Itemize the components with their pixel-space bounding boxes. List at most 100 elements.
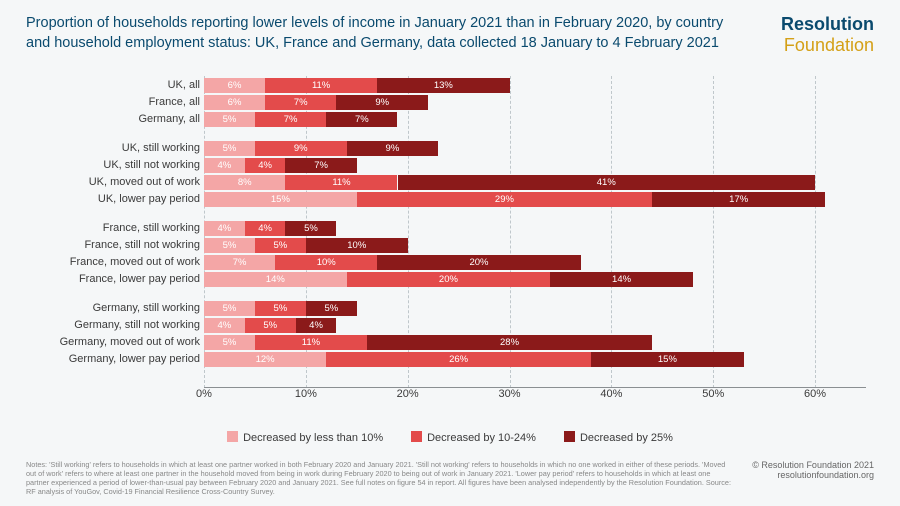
bar-segment: 7% bbox=[285, 158, 356, 173]
bar-row: Germany, moved out of work5%11%28% bbox=[26, 335, 866, 350]
bar-row: France, still working 4%4%5% bbox=[26, 221, 866, 236]
logo-line1: Resolution bbox=[781, 14, 874, 35]
bar-zone: 5%7%7% bbox=[204, 112, 866, 127]
bar-segment: 41% bbox=[398, 175, 816, 190]
header: Proportion of households reporting lower… bbox=[0, 0, 900, 64]
bar-segment: 14% bbox=[550, 272, 693, 287]
bar-segment: 7% bbox=[255, 112, 326, 127]
x-tick: 10% bbox=[295, 388, 317, 400]
legend: Decreased by less than 10% Decreased by 1… bbox=[0, 431, 900, 444]
bar-segment: 5% bbox=[204, 112, 255, 127]
bar-segment: 9% bbox=[255, 141, 347, 156]
bar-row: UK, all 6%11%13% bbox=[26, 78, 866, 93]
bar-segment: 13% bbox=[377, 78, 509, 93]
x-tick: 20% bbox=[397, 388, 419, 400]
legend-label: Decreased by 10-24% bbox=[427, 432, 536, 444]
bar-zone: 15%29%17% bbox=[204, 192, 866, 207]
bar-segment: 7% bbox=[265, 95, 336, 110]
bar-zone: 4%4%5% bbox=[204, 221, 866, 236]
bar-segment: 12% bbox=[204, 352, 326, 367]
bar-row: Germany, lower pay period12%26%15% bbox=[26, 352, 866, 367]
bar-segment: 9% bbox=[347, 141, 439, 156]
bar-zone: 4%5%4% bbox=[204, 318, 866, 333]
legend-label: Decreased by 25% bbox=[580, 432, 673, 444]
bar-zone: 4%4%7% bbox=[204, 158, 866, 173]
row-label: Germany, moved out of work bbox=[26, 335, 200, 350]
x-tick: 40% bbox=[600, 388, 622, 400]
chart-area: UK, all6%11%13%France, all6%7%9%Germany,… bbox=[26, 76, 874, 416]
footnotes: Notes: 'Still working' refers to househo… bbox=[26, 460, 732, 496]
bar-segment: 5% bbox=[204, 238, 255, 253]
bar-segment: 7% bbox=[204, 255, 275, 270]
x-tick: 60% bbox=[804, 388, 826, 400]
bar-row: UK, moved out of work 8%11%41% bbox=[26, 175, 866, 190]
bar-segment: 5% bbox=[204, 335, 255, 350]
row-label: Germany, all bbox=[26, 112, 200, 127]
copyright: © Resolution Foundation 2021 resolutionf… bbox=[752, 460, 874, 496]
bar-row: Germany, still not working4%5%4% bbox=[26, 318, 866, 333]
bar-segment: 6% bbox=[204, 95, 265, 110]
x-tick: 30% bbox=[499, 388, 521, 400]
row-label: France, still not wokring bbox=[26, 238, 200, 253]
legend-swatch bbox=[227, 431, 238, 442]
legend-label: Decreased by less than 10% bbox=[243, 432, 383, 444]
bar-segment: 15% bbox=[204, 192, 357, 207]
bar-zone: 5%9%9% bbox=[204, 141, 866, 156]
legend-item: Decreased by 10-24% bbox=[411, 431, 536, 444]
row-label: UK, all bbox=[26, 78, 200, 93]
bar-segment: 5% bbox=[204, 301, 255, 316]
bar-segment: 4% bbox=[245, 221, 286, 236]
bar-row: France, lower pay period 14%20%14% bbox=[26, 272, 866, 287]
row-label: France, lower pay period bbox=[26, 272, 200, 287]
bar-segment: 4% bbox=[245, 158, 286, 173]
footer: Notes: 'Still working' refers to househo… bbox=[26, 460, 874, 496]
logo-line2: Foundation bbox=[781, 35, 874, 56]
row-label: UK, still working bbox=[26, 141, 200, 156]
bar-segment: 26% bbox=[326, 352, 591, 367]
copyright-line2: resolutionfoundation.org bbox=[752, 470, 874, 480]
bar-segment: 10% bbox=[306, 238, 408, 253]
bar-segment: 5% bbox=[245, 318, 296, 333]
bar-segment: 6% bbox=[204, 78, 265, 93]
bar-zone: 6%7%9% bbox=[204, 95, 866, 110]
chart-title: Proportion of households reporting lower… bbox=[26, 14, 781, 56]
row-label: UK, moved out of work bbox=[26, 175, 200, 190]
legend-item: Decreased by less than 10% bbox=[227, 431, 383, 444]
bar-segment: 20% bbox=[377, 255, 581, 270]
bar-segment: 7% bbox=[326, 112, 397, 127]
bar-segment: 5% bbox=[255, 238, 306, 253]
bar-segment: 14% bbox=[204, 272, 347, 287]
row-label: France, moved out of work bbox=[26, 255, 200, 270]
bar-segment: 11% bbox=[265, 78, 377, 93]
bar-segment: 9% bbox=[336, 95, 428, 110]
bar-rows: UK, all6%11%13%France, all6%7%9%Germany,… bbox=[26, 76, 866, 388]
bar-segment: 8% bbox=[204, 175, 285, 190]
bar-zone: 5%5%10% bbox=[204, 238, 866, 253]
bar-row: Germany, all5%7%7% bbox=[26, 112, 866, 127]
bar-segment: 5% bbox=[204, 141, 255, 156]
bar-row: UK, still working5%9%9% bbox=[26, 141, 866, 156]
bar-row: Germany, still working5%5%5% bbox=[26, 301, 866, 316]
row-label: Germany, still working bbox=[26, 301, 200, 316]
row-label: France, all bbox=[26, 95, 200, 110]
x-tick: 50% bbox=[702, 388, 724, 400]
bar-zone: 7%10%20% bbox=[204, 255, 866, 270]
bar-segment: 28% bbox=[367, 335, 652, 350]
bar-segment: 5% bbox=[306, 301, 357, 316]
bar-row: UK, still not working 4%4%7% bbox=[26, 158, 866, 173]
row-label: UK, still not working bbox=[26, 158, 200, 173]
bar-row: France, moved out of work 7%10%20% bbox=[26, 255, 866, 270]
legend-swatch bbox=[411, 431, 422, 442]
bar-row: France, all 6%7%9% bbox=[26, 95, 866, 110]
copyright-line1: © Resolution Foundation 2021 bbox=[752, 460, 874, 470]
x-axis: 0%10%20%30%40%50%60% bbox=[204, 388, 866, 406]
x-tick: 0% bbox=[196, 388, 212, 400]
bar-zone: 8%11%41% bbox=[204, 175, 866, 190]
row-label: France, still working bbox=[26, 221, 200, 236]
bar-segment: 4% bbox=[204, 318, 245, 333]
bar-segment: 11% bbox=[285, 175, 397, 190]
bar-zone: 6%11%13% bbox=[204, 78, 866, 93]
bar-zone: 12%26%15% bbox=[204, 352, 866, 367]
bar-zone: 14%20%14% bbox=[204, 272, 866, 287]
bar-segment: 15% bbox=[591, 352, 744, 367]
